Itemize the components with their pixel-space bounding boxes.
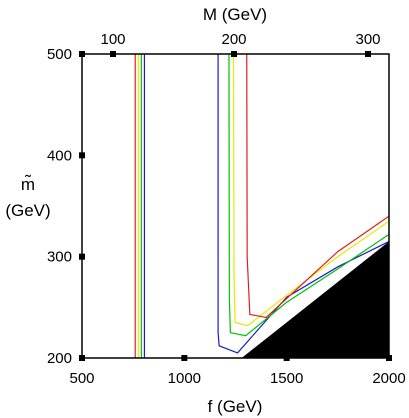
- top-tick-label: 100: [100, 31, 125, 48]
- y-axis-label-symbol: m̃: [21, 174, 35, 194]
- excluded-region: [241, 241, 389, 358]
- x-tick-mark: [386, 355, 392, 361]
- x-tick-label: 1000: [168, 370, 201, 387]
- x-tick-mark: [181, 355, 188, 361]
- y-tick-label: 500: [47, 46, 72, 63]
- y-tick-mark: [79, 253, 85, 260]
- y-axis-label-unit: (GeV): [5, 201, 50, 220]
- x-tick-label: 1500: [270, 370, 303, 387]
- y-tick-mark: [79, 355, 85, 361]
- x-tick-label: 2000: [372, 370, 405, 387]
- green-v-shaped-contour: [228, 53, 390, 337]
- top-tick-mark: [110, 51, 116, 57]
- yellow-v-shaped-contour: [232, 53, 390, 327]
- plot-marks: [134, 53, 390, 358]
- x-tick-mark: [283, 355, 290, 361]
- top-axis-label: M (GeV): [203, 5, 267, 24]
- top-tick-label: 300: [355, 31, 380, 48]
- top-tick-label: 200: [221, 31, 246, 48]
- y-tick-mark: [79, 51, 85, 57]
- top-tick-mark: [365, 51, 371, 57]
- axis-ticks: 500 1000 1500 2000 200 300 400 500 100 200 300: [47, 31, 406, 387]
- x-tick-label: 500: [69, 370, 94, 387]
- top-tick-mark: [231, 51, 237, 57]
- blue-v-shaped-contour: [217, 54, 390, 354]
- red-v-shaped-contour: [246, 53, 390, 319]
- x-axis-label: f (GeV): [208, 397, 263, 416]
- y-tick-mark: [79, 152, 85, 159]
- y-tick-label: 300: [47, 249, 72, 266]
- y-tick-label: 400: [47, 147, 72, 164]
- y-tick-label: 200: [47, 350, 72, 367]
